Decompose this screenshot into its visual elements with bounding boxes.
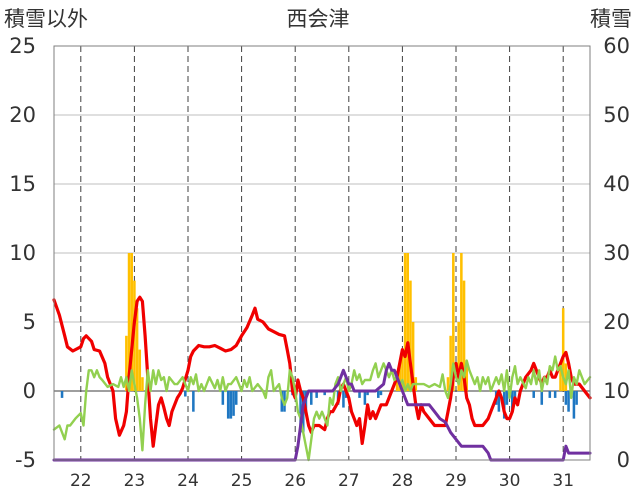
x-tick-label-4: 26: [284, 471, 306, 491]
plot-frame: [53, 45, 591, 461]
x-tick-label-0: 22: [70, 471, 92, 491]
left-tick-label-2: 5: [23, 310, 36, 334]
x-tick-label-9: 31: [552, 471, 574, 491]
bar-0-20: [460, 253, 463, 391]
x-tick-label-1: 23: [124, 471, 146, 491]
bar-1-5: [229, 391, 233, 419]
right-tick-label-6: 60: [603, 34, 630, 58]
x-tick-label-3: 25: [231, 471, 253, 491]
series-line-0: [52, 295, 592, 448]
bar-0-12: [406, 253, 410, 391]
bar-1-16: [323, 391, 326, 396]
bar-1-26: [497, 391, 501, 412]
x-tick-label-8: 30: [499, 471, 521, 491]
right-tick-label-3: 30: [603, 241, 630, 265]
right-tick-label-0: 0: [617, 448, 630, 472]
bar-0-16: [446, 377, 450, 391]
bar-1-21: [363, 391, 367, 405]
bar-0-14: [411, 322, 415, 391]
right-tick-label-1: 10: [603, 379, 630, 403]
line-series: [52, 295, 592, 462]
bar-1-2: [192, 391, 195, 412]
x-tick-label-5: 27: [338, 471, 360, 491]
bar-1-30: [513, 391, 517, 398]
x-tick-label-7: 29: [445, 471, 467, 491]
bar-1-37: [572, 391, 576, 419]
series-line-1: [52, 355, 592, 462]
right-axis-label: 積雪: [590, 7, 632, 31]
bar-1-11: [299, 391, 302, 433]
bar-1-34: [553, 391, 557, 398]
bar-1-24: [379, 391, 383, 396]
bar-1-15: [315, 391, 318, 398]
bar-1-1: [184, 391, 187, 397]
bar-1-0: [60, 391, 64, 398]
bar-1-22: [366, 391, 369, 396]
bar-0-2: [130, 253, 133, 391]
bar-0-17: [449, 335, 452, 391]
bar-1-18: [342, 391, 345, 408]
bar-0-5: [138, 349, 142, 391]
bar-1-20: [358, 391, 361, 398]
bar-1-4: [226, 391, 230, 419]
bar-1-23: [377, 391, 380, 398]
tick-labels: -5 0 5 10 15 20 25 0 10 20 30 40 50 60 22 23 24 25 26 27 28 2…: [9, 34, 630, 491]
left-tick-label-6: 25: [9, 34, 36, 58]
bar-1-8: [280, 391, 284, 412]
bar-1-9: [283, 391, 286, 412]
bar-0-10: [401, 349, 404, 391]
plot-area-border: [53, 45, 591, 461]
bar-0-13: [409, 280, 412, 391]
left-tick-label-0: -5: [15, 448, 36, 472]
bar-0-1: [127, 253, 131, 391]
bar-1-3: [221, 391, 225, 405]
bar-1-29: [511, 391, 514, 412]
series-line-2: [52, 361, 592, 462]
bar-0-19: [457, 322, 460, 391]
bar-1-7: [234, 391, 238, 405]
left-axis-label: 積雪以外: [4, 7, 88, 31]
bar-0-22: [465, 363, 468, 391]
bar-0-18: [452, 253, 455, 391]
x-tick-label-6: 28: [392, 471, 414, 491]
left-tick-label-4: 15: [9, 172, 36, 196]
bar-0-11: [403, 253, 407, 391]
bar-1-14: [310, 391, 313, 405]
bar-1-32: [540, 391, 544, 405]
bar-0-24: [561, 308, 565, 391]
right-tick-label-5: 50: [603, 103, 630, 127]
bar-0-6: [141, 377, 144, 391]
bar-0-23: [559, 363, 562, 391]
bar-1-33: [548, 391, 552, 398]
bar-0-21: [462, 280, 466, 391]
left-tick-label-5: 20: [9, 103, 36, 127]
bar-1-28: [505, 391, 509, 405]
bar-0-25: [564, 363, 568, 391]
bar-1-6: [232, 391, 235, 416]
bar-1-31: [532, 391, 535, 398]
right-tick-label-2: 20: [603, 310, 630, 334]
bar-0-8: [395, 377, 399, 391]
left-tick-label-1: 0: [23, 379, 36, 403]
bar-1-38: [575, 391, 578, 405]
bar-0-4: [135, 308, 139, 391]
bar-1-36: [567, 391, 570, 412]
bar-0-0: [125, 335, 128, 391]
bar-0-9: [398, 363, 401, 391]
right-tick-label-4: 40: [603, 172, 630, 196]
chart-title: 西会津: [287, 7, 350, 31]
x-tick-label-2: 24: [177, 471, 199, 491]
bar-1-35: [564, 391, 568, 405]
left-tick-label-3: 10: [9, 241, 36, 265]
